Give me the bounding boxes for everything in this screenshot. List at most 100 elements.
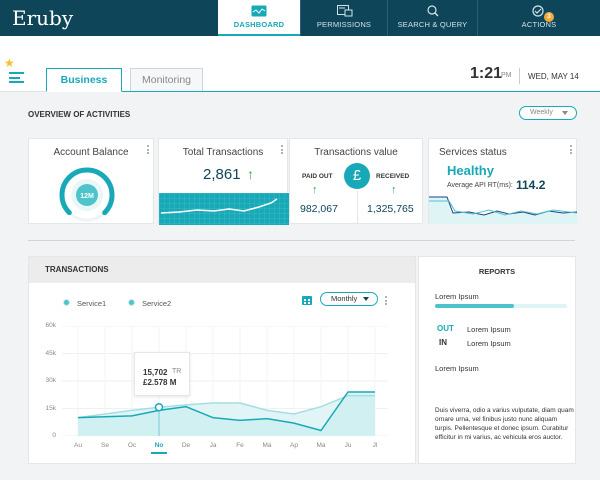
nav-search-label: SEARCH & QUERY [397,20,468,29]
paid-out-label: PAID OUT [302,173,333,180]
x-tick-label: Ap [290,442,298,449]
report-progress-fill [435,304,515,308]
x-tick-label: Ju [344,442,352,449]
nav-permissions-label: PERMISSIONS [316,20,372,29]
x-tick-label: Oc [127,442,137,449]
app-logo[interactable]: Eruby [12,6,74,30]
balance-gauge: 12M [59,167,115,222]
calendar-icon[interactable] [301,294,313,306]
y-tick-label: 0 [52,432,56,439]
paid-out-trend-icon: ↑ [312,184,318,196]
services-sparkline [429,196,577,224]
favorite-star-icon[interactable]: ★ [4,56,15,70]
section-divider [28,240,575,241]
x-tick-label: Se [101,442,109,449]
tooltip-unit: TR [172,368,182,375]
y-tick-label: 45k [45,349,56,357]
hamburger-menu-icon[interactable] [9,72,24,83]
account-balance-title: Account Balance [53,147,129,158]
report-progress-track [435,304,567,308]
status-healthy: Healthy [447,163,494,178]
out-label: OUT [437,324,454,333]
tab-business[interactable]: Business [46,68,122,92]
in-text: Lorem Ipsum [467,339,511,348]
nav-permissions[interactable]: PERMISSIONS [300,0,387,36]
chart-menu-icon[interactable] [385,296,387,307]
x-tick-label: Ja [209,442,217,449]
out-text: Lorem Ipsum [467,325,511,334]
transactions-value-card: Transactions value £ PAID OUT ↑ 982,067 … [289,138,423,224]
clock-ampm: PM [501,72,512,79]
total-transactions-value: 2,861 [203,166,241,183]
report-item-2: Lorem Ipsum [435,364,479,373]
api-metric-label: Average API RT(ms): [447,182,513,189]
nav-dashboard[interactable]: DASHBOARD [218,0,300,36]
actions-badge: 3 [544,12,554,22]
x-tick-label: Jl [372,442,378,449]
in-label: IN [439,338,447,347]
x-tick-label: Ma [316,442,326,449]
y-tick-label: 30k [45,377,56,384]
overview-title: OVERVIEW OF ACTIVITIES [28,110,131,119]
clock-time: 1:21 [470,65,503,82]
transactions-chart [62,326,388,436]
service2-line [77,394,375,419]
value-divider [357,191,358,223]
actions-icon [532,5,544,17]
tooltip-amount: £2.578 M [143,378,177,387]
card-menu-icon[interactable] [281,145,283,156]
transactions-panel-title: TRANSACTIONS [29,257,415,283]
legend-service2-dot [128,299,135,306]
pound-icon: £ [344,163,370,189]
nav-search-query[interactable]: SEARCH & QUERY [387,0,477,36]
services-status-card: Services status Healthy Average API RT(m… [428,138,577,224]
nav-actions-label: ACTIONS [521,20,557,29]
clock-divider [519,68,520,84]
trend-up-icon: ↑ [247,166,254,182]
received-value: 1,325,765 [367,203,414,215]
nav-dashboard-label: DASHBOARD [233,20,285,29]
report-item-1: Lorem Ipsum [435,292,479,301]
reports-panel: REPORTS [418,256,576,464]
received-trend-icon: ↑ [391,184,397,196]
dashboard-icon [251,5,267,17]
x-tick-label[interactable]: No [154,442,164,449]
received-label: RECEIVED [376,173,410,180]
account-balance-card: Account Balance 12M [28,138,154,224]
services-status-title: Services status [439,147,507,158]
x-tick-label: Au [74,442,82,449]
x-tick-label: Ma [262,442,272,449]
legend-service2-label: Service2 [142,299,172,308]
transactions-value-title: Transactions value [314,147,398,158]
balance-value: 12M [80,193,94,200]
x-tick-selected-underline [151,452,167,454]
chart-period-dropdown[interactable]: Monthly [320,292,378,306]
service1-line [77,391,375,432]
search-icon [427,5,439,17]
legend-service1-label: Service1 [77,299,107,308]
total-transactions-card: Total Transactions 2,861 ↑ [158,138,289,225]
total-transactions-title: Total Transactions [182,147,264,158]
y-tick-label: 15k [45,404,56,412]
x-tick-label: Fe [236,442,244,449]
clock-date: WED, MAY 14 [528,72,579,81]
chart-tooltip: 15,702 TR £2.578 M [134,352,190,396]
tab-underline [122,91,600,92]
selected-data-point[interactable] [154,402,164,412]
card-menu-icon[interactable] [570,145,572,156]
x-tick-label: De [181,442,191,449]
tab-monitoring[interactable]: Monitoring [130,68,203,92]
transactions-sparkline [159,193,289,225]
paid-out-value: 982,067 [300,203,338,215]
y-tick-label: 60k [45,322,56,329]
reports-title: REPORTS [478,267,516,276]
legend-service1-dot [63,299,70,306]
nav-actions[interactable]: ACTIONS 3 [477,0,600,36]
tooltip-value: 15,702 [143,368,168,377]
api-metric-value: 114.2 [516,178,546,192]
nav-active-underline [218,34,300,36]
permissions-icon [337,5,353,17]
period-dropdown[interactable]: Weekly [519,106,577,120]
card-menu-icon[interactable] [147,145,149,156]
report-description: Duis viverra, odio a varius vulputate, d… [435,407,574,441]
